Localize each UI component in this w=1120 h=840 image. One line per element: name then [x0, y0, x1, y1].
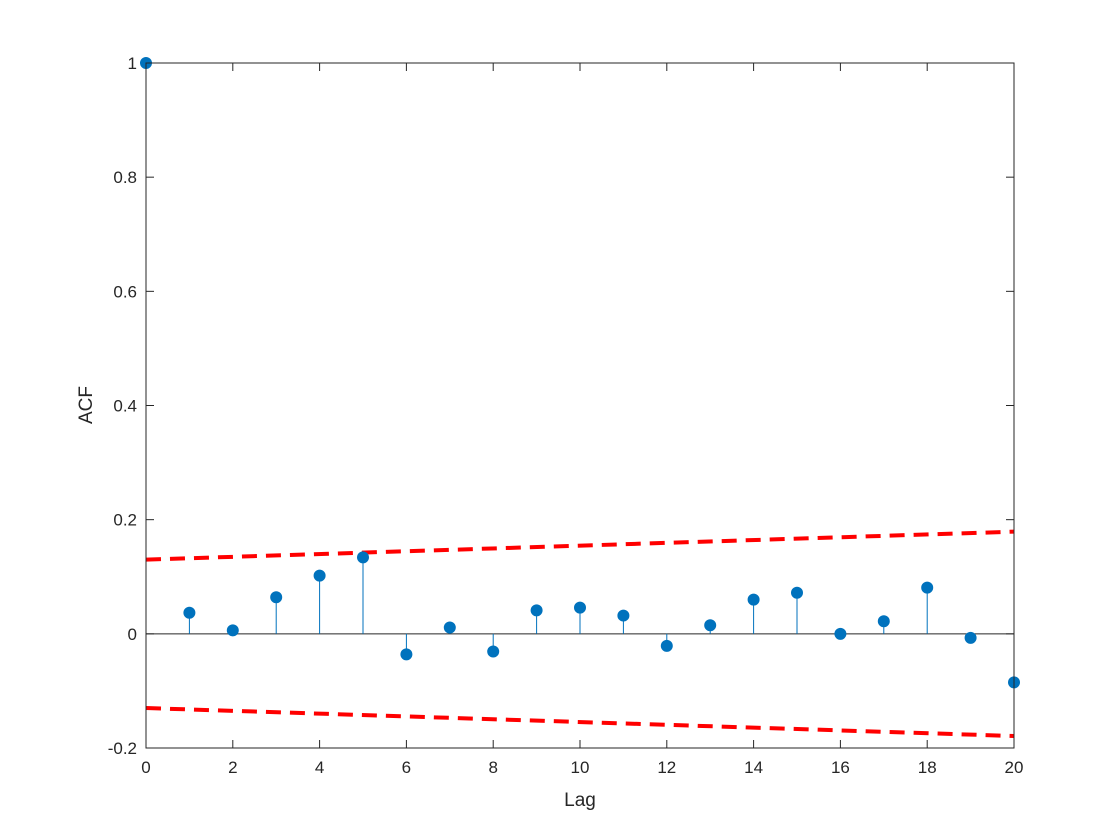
- y-tick-labels: -0.2 0 0.2 0.4 0.6 0.8 1: [108, 54, 137, 758]
- markers: [140, 57, 1020, 689]
- x-axis-label: Lag: [564, 790, 596, 811]
- confidence-bounds: [145, 529, 1015, 739]
- x-tick-label: 16: [831, 758, 850, 777]
- stem-marker: [270, 591, 283, 604]
- x-tick-label: 18: [918, 758, 937, 777]
- x-tick-label: 8: [488, 758, 497, 777]
- stem-marker: [660, 639, 673, 652]
- x-tick-label: 12: [657, 758, 676, 777]
- stem-marker: [964, 631, 977, 644]
- stem-marker: [443, 621, 456, 634]
- upper-confidence-bound: [145, 529, 1015, 562]
- x-tick-label: 4: [315, 758, 324, 777]
- stem-marker: [791, 586, 803, 599]
- stem-marker: [183, 606, 196, 619]
- plot-background: [146, 63, 1014, 748]
- lower-confidence-bound: [145, 706, 1015, 739]
- stem-marker: [487, 645, 500, 658]
- stem-marker: [530, 604, 543, 617]
- stem-marker: [704, 619, 717, 632]
- x-tick-label: 14: [744, 758, 763, 777]
- x-tick-labels: 0 2 4 6 8 10 12 14 16 18 20: [141, 758, 1023, 777]
- y-tick-label: 0: [128, 625, 137, 644]
- y-axis-label: ACF: [76, 386, 97, 424]
- stem-marker: [574, 601, 586, 614]
- stem-marker: [357, 551, 369, 564]
- x-tick-label: 10: [571, 758, 590, 777]
- x-tick-label: 2: [228, 758, 237, 777]
- stem-marker: [877, 615, 890, 628]
- stem-marker: [313, 569, 326, 582]
- y-tick-label: 1: [128, 54, 137, 73]
- stem-marker: [834, 627, 847, 640]
- y-tick-label: -0.2: [108, 739, 137, 758]
- y-tick-label: 0.6: [113, 282, 137, 301]
- stem-marker: [747, 593, 760, 606]
- y-tick-label: 0.4: [113, 397, 137, 416]
- stem-marker: [226, 624, 239, 637]
- x-tick-label: 20: [1005, 758, 1024, 777]
- stem-marker: [617, 609, 630, 622]
- stem-marker: [400, 648, 413, 661]
- x-tick-label: 6: [402, 758, 411, 777]
- stem-marker: [921, 581, 934, 594]
- y-tick-label: 0.2: [113, 511, 137, 530]
- axis-ticks: [145, 62, 1015, 749]
- x-tick-label: 0: [141, 758, 150, 777]
- y-tick-label: 0.8: [113, 168, 137, 187]
